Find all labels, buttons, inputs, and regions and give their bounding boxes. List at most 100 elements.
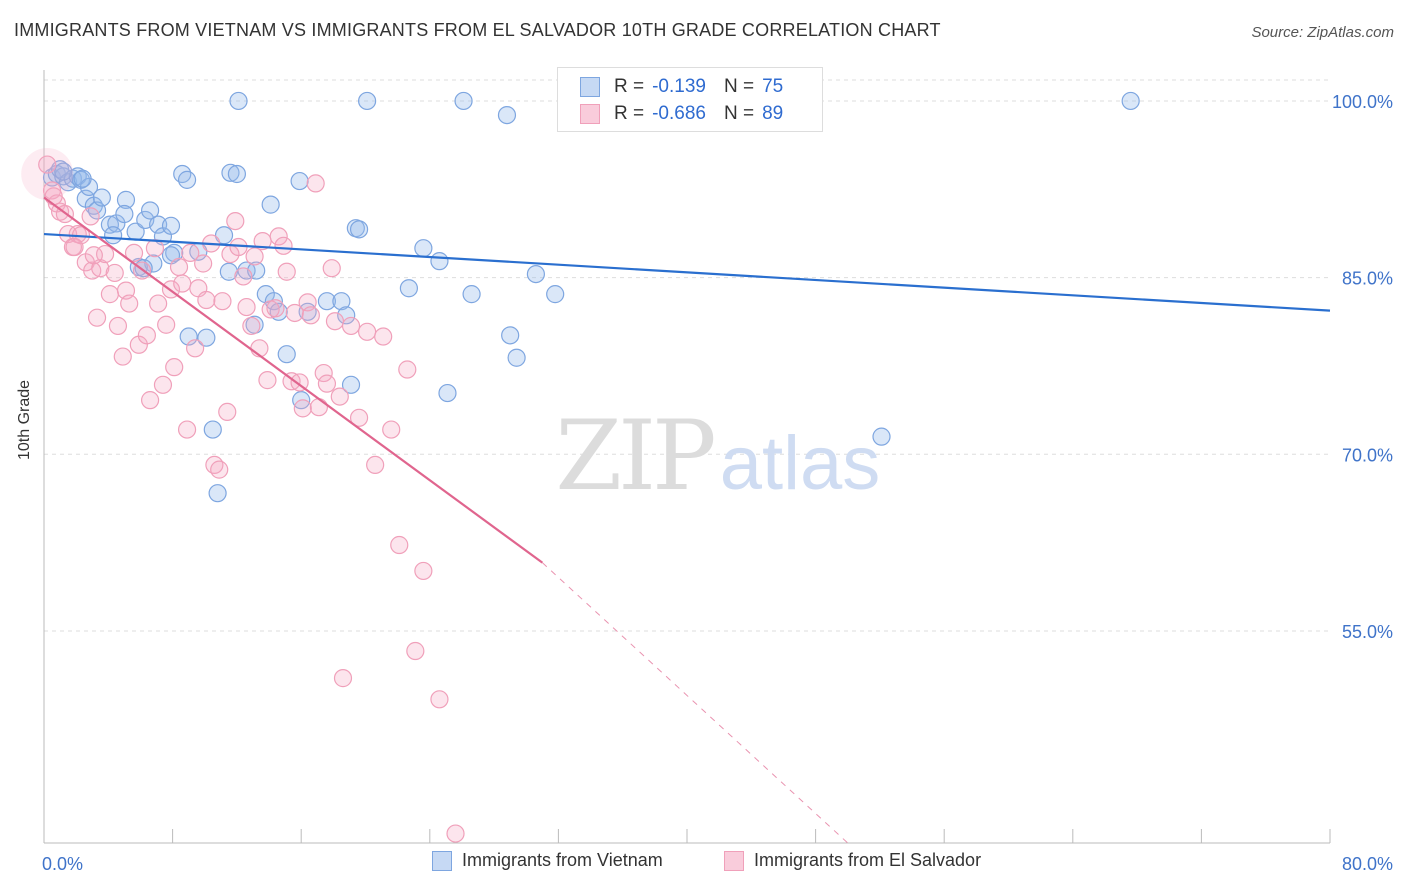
- point-elsalvador: [84, 246, 103, 265]
- point-vietnam: [68, 167, 87, 186]
- stats-n-value: 75: [762, 76, 784, 97]
- point-vietnam: [73, 169, 92, 188]
- point-elsalvador: [309, 398, 328, 417]
- point-elsalvador: [105, 263, 124, 283]
- point-elsalvador: [81, 207, 100, 226]
- x-tick-label-start: 0.0%: [42, 854, 83, 874]
- x-tick-label-end: 80.0%: [1342, 854, 1393, 874]
- watermark: ZIP atlas: [555, 400, 880, 512]
- point-elsalvador: [314, 363, 333, 383]
- point-elsalvador: [210, 460, 229, 479]
- y-tick-label: 55.0%: [1342, 622, 1393, 642]
- legend-label-elsalvador: Immigrants from El Salvador: [754, 850, 982, 870]
- point-vietnam: [208, 484, 227, 503]
- point-elsalvador: [181, 243, 200, 262]
- chart-title: IMMIGRANTS FROM VIETNAM VS IMMIGRANTS FR…: [14, 20, 941, 40]
- stats-r-value: -0.686: [652, 103, 706, 124]
- point-vietnam: [1121, 91, 1140, 111]
- point-elsalvador: [406, 641, 425, 661]
- point-vietnam: [872, 427, 891, 446]
- watermark-zip: ZIP: [555, 400, 714, 512]
- point-elsalvador: [140, 391, 160, 410]
- point-vietnam: [430, 252, 449, 271]
- point-elsalvador: [108, 316, 128, 336]
- point-elsalvador: [322, 259, 341, 278]
- data-points: [21, 91, 1140, 843]
- point-elsalvador: [301, 306, 320, 325]
- point-elsalvador-large: [21, 147, 74, 200]
- y-tick-label: 85.0%: [1342, 269, 1393, 289]
- point-elsalvador: [173, 274, 192, 293]
- trend-lines: [43, 196, 1331, 844]
- point-vietnam: [203, 420, 222, 439]
- point-elsalvador: [218, 402, 237, 422]
- point-vietnam: [507, 348, 526, 367]
- legend-swatch-elsalvador: [724, 850, 744, 871]
- point-vietnam: [332, 292, 351, 311]
- point-elsalvador: [349, 408, 369, 427]
- point-elsalvador: [194, 254, 213, 273]
- trend-line-elsalvador-extension: [541, 562, 849, 844]
- point-vietnam: [290, 171, 309, 191]
- point-elsalvador: [120, 294, 139, 313]
- point-vietnam: [161, 216, 181, 235]
- point-vietnam: [546, 285, 565, 304]
- point-elsalvador: [430, 690, 449, 709]
- legend-item-elsalvador[interactable]: Immigrants from El Salvador: [724, 850, 981, 871]
- point-elsalvador: [325, 312, 345, 331]
- point-vietnam: [526, 265, 545, 284]
- point-elsalvador: [317, 374, 337, 393]
- point-elsalvador: [157, 315, 176, 334]
- point-vietnam: [149, 215, 168, 234]
- point-elsalvador: [333, 669, 353, 688]
- y-axis-label: 10th Grade: [16, 379, 33, 460]
- point-elsalvador: [258, 371, 277, 390]
- point-elsalvador: [390, 535, 409, 555]
- point-elsalvador: [65, 237, 84, 257]
- point-elsalvador: [330, 387, 349, 406]
- point-elsalvador: [306, 174, 325, 193]
- point-vietnam: [54, 162, 73, 181]
- point-elsalvador: [186, 339, 205, 358]
- stats-r-value: -0.139: [652, 76, 706, 97]
- point-elsalvador: [213, 292, 232, 311]
- grid-lines: [44, 79, 1330, 632]
- point-elsalvador: [293, 399, 312, 418]
- stats-swatch-vietnam: [580, 77, 600, 97]
- point-elsalvador: [237, 297, 256, 317]
- stats-n-label: N =: [723, 103, 755, 124]
- y-tick-label: 70.0%: [1342, 445, 1393, 465]
- point-vietnam: [179, 327, 198, 346]
- point-vietnam: [115, 204, 134, 224]
- point-vietnam: [399, 279, 419, 298]
- point-elsalvador: [153, 375, 173, 394]
- point-elsalvador: [137, 326, 156, 345]
- point-vietnam: [261, 195, 280, 214]
- point-vietnam: [501, 326, 520, 345]
- stats-r-label: R =: [614, 103, 645, 124]
- y-tick-label: 100.0%: [1332, 92, 1393, 112]
- tick-labels: 55.0% 70.0% 85.0% 100.0% 0.0% 80.0%: [42, 92, 1393, 874]
- stats-row-elsalvador: R = -0.686 N = 89: [580, 103, 783, 125]
- legend-item-vietnam[interactable]: Immigrants from Vietnam: [432, 850, 663, 871]
- point-elsalvador: [145, 239, 165, 258]
- point-vietnam: [173, 164, 192, 184]
- point-elsalvador: [113, 347, 132, 366]
- watermark-atlas: atlas: [720, 421, 881, 506]
- point-elsalvador: [374, 327, 393, 346]
- legend-label-vietnam: Immigrants from Vietnam: [462, 850, 663, 870]
- point-vietnam: [298, 302, 317, 321]
- stats-n-value: 89: [762, 103, 784, 124]
- source-label: Source: ZipAtlas.com: [1251, 24, 1394, 41]
- point-elsalvador: [124, 243, 144, 262]
- point-vietnam: [414, 239, 433, 258]
- point-vietnam: [317, 292, 337, 311]
- point-elsalvador: [165, 358, 184, 377]
- point-vietnam: [92, 188, 111, 207]
- point-vietnam: [177, 170, 197, 189]
- point-vietnam: [358, 91, 377, 111]
- trend-line-vietnam: [43, 232, 1331, 312]
- point-vietnam: [227, 164, 246, 184]
- point-elsalvador: [414, 561, 433, 581]
